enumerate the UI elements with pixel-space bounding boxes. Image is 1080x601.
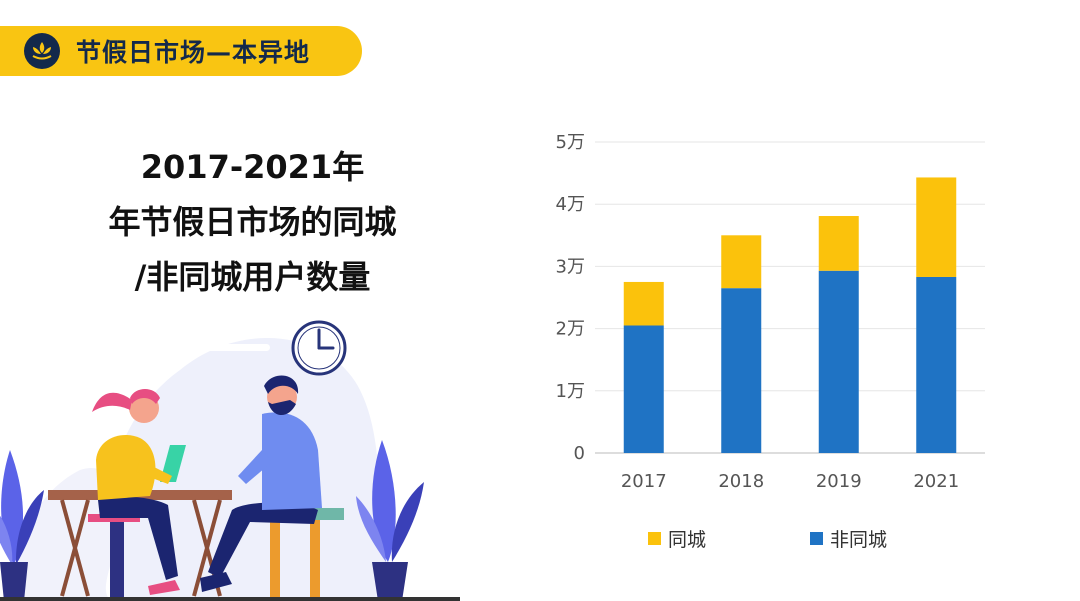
header-title: 节假日市场—本异地: [76, 38, 311, 67]
bar-非同城-2021: [916, 276, 957, 453]
bar-非同城-2017: [623, 325, 664, 453]
x-tick-label: 2021: [913, 471, 959, 492]
man-figure: [200, 375, 344, 601]
bar-非同城-2018: [721, 288, 762, 453]
y-tick-label: 3万: [556, 256, 585, 277]
y-tick-label: 4万: [556, 194, 585, 215]
x-tick-label: 2018: [718, 471, 764, 492]
meeting-illustration: [0, 320, 460, 601]
stacked-bar-chart: 0 1万 2万 3万 4万 5万 2017 2018 2019 2021 同城 非同城: [556, 132, 985, 551]
y-tick-label: 0: [574, 443, 585, 464]
legend-swatch: [648, 532, 661, 545]
legend-label: 同城: [668, 529, 706, 551]
headline-line-3: /非同城用户数量: [134, 258, 371, 296]
right-plant-icon: [356, 440, 424, 601]
y-tick-label: 2万: [556, 319, 585, 340]
clock-icon: [291, 320, 347, 376]
y-tick-label: 5万: [556, 132, 585, 153]
legend-label: 非同城: [830, 529, 887, 551]
headline-line-2: 年节假日市场的同城: [108, 203, 397, 241]
headline-line-1: 2017-2021年: [140, 148, 365, 186]
x-tick-label: 2019: [816, 471, 862, 492]
laptop-icon: [160, 445, 186, 482]
woman-figure: [88, 389, 180, 601]
left-plant-icon: [0, 450, 44, 601]
bar-同城-2021: [916, 177, 957, 277]
lotus-logo-icon: [24, 33, 60, 69]
y-tick-label: 1万: [556, 381, 585, 402]
bar-同城-2017: [623, 281, 664, 326]
bar-非同城-2019: [818, 270, 859, 453]
bar-同城-2018: [721, 235, 762, 289]
header-banner: 节假日市场—本异地: [0, 26, 362, 76]
x-tick-label: 2017: [621, 471, 667, 492]
legend-swatch: [810, 532, 823, 545]
chart-headline: 2017-2021年 年节假日市场的同城 /非同城用户数量: [60, 140, 445, 305]
bar-同城-2019: [818, 216, 859, 271]
